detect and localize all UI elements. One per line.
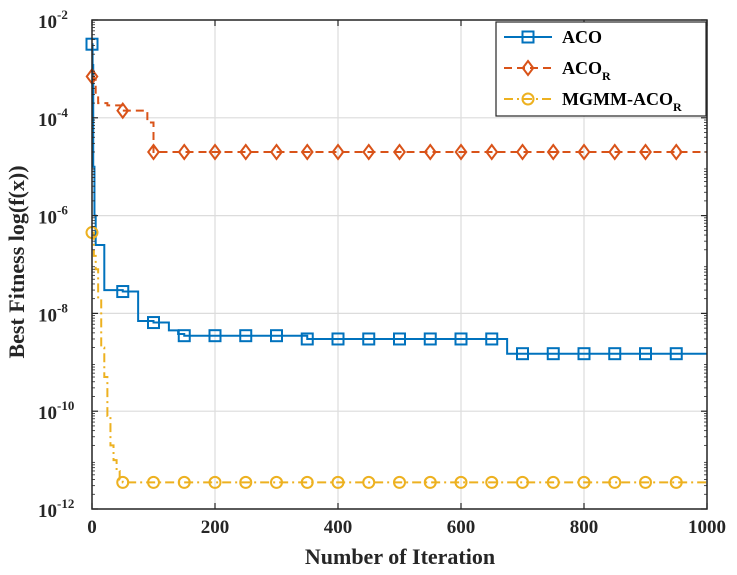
square-marker [208, 329, 222, 343]
circle-marker [208, 475, 222, 489]
y-tick-label: 10-4 [38, 105, 68, 131]
square-marker [393, 332, 406, 346]
diamond-marker [639, 143, 652, 161]
circle-marker [423, 475, 437, 489]
circle-marker [454, 475, 468, 489]
diamond-marker [608, 143, 622, 161]
square-marker [521, 30, 535, 44]
square-marker [639, 347, 652, 361]
square-marker [669, 347, 683, 361]
square-marker [239, 329, 253, 343]
square-marker [147, 316, 160, 330]
diamond-marker [331, 143, 345, 161]
diamond-marker [300, 143, 314, 161]
square-marker [177, 329, 191, 343]
circle-marker [516, 475, 529, 489]
diamond-marker [454, 143, 468, 161]
diamond-marker [423, 143, 437, 161]
square-marker [300, 332, 314, 346]
legend: ACO ACOR MGMM-ACOR [495, 21, 707, 117]
legend-label: MGMM-ACOR [562, 89, 682, 114]
diamond-marker [362, 143, 376, 161]
x-tick-label: 200 [201, 517, 230, 538]
circle-marker [669, 475, 683, 489]
y-tick-label: 10-6 [38, 203, 68, 229]
diamond-marker [208, 143, 222, 161]
diamond-marker [270, 143, 283, 161]
diamond-marker [546, 143, 560, 161]
diamond-marker [147, 143, 160, 161]
x-tick-label: 600 [447, 517, 476, 538]
square-marker [577, 347, 591, 361]
diamond-marker [485, 143, 499, 161]
circle-marker [270, 475, 283, 489]
series-line [91, 43, 707, 355]
series-aco [85, 37, 707, 361]
diamond-marker [669, 143, 683, 161]
square-marker [423, 332, 437, 346]
y-tick-label: 10-2 [38, 7, 68, 33]
legend-label: ACOR [562, 58, 611, 83]
circle-marker [546, 475, 560, 489]
square-marker [331, 332, 345, 346]
circle-marker [608, 475, 622, 489]
circle-marker [485, 475, 499, 489]
x-tick-label: 1000 [688, 517, 726, 538]
x-tick-label: 0 [87, 517, 97, 538]
square-marker [362, 332, 376, 346]
circle-marker [331, 475, 345, 489]
x-tick-label: 800 [570, 517, 599, 538]
diamond-marker [177, 143, 191, 161]
diamond-marker [516, 143, 529, 161]
square-marker [485, 332, 499, 346]
circle-marker [239, 475, 253, 489]
circle-marker [521, 92, 535, 106]
square-marker [116, 285, 130, 299]
x-tick-label: 400 [324, 517, 353, 538]
grid-lines [91, 19, 708, 510]
y-tick-label: 10-10 [38, 398, 74, 424]
y-axis-title: Best Fitness log(f(x)) [4, 165, 29, 358]
diamond-marker [116, 101, 130, 120]
diamond-marker [577, 143, 591, 161]
square-marker [454, 332, 468, 346]
circle-marker [577, 475, 591, 489]
square-marker [270, 329, 283, 343]
x-axis-title: Number of Iteration [305, 544, 495, 569]
circle-marker [362, 475, 376, 489]
circle-marker [177, 475, 191, 489]
circle-marker [300, 475, 314, 489]
circle-marker [147, 475, 160, 489]
diamond-marker [521, 59, 535, 77]
tick-labels: 0 200 400 600 800 1000 10-12 10-10 10-8 10-6 10-4 1… [38, 7, 726, 538]
series-mgmm-aco-r [85, 226, 707, 489]
axes [91, 19, 708, 510]
circle-marker [393, 475, 406, 489]
series-line [92, 231, 707, 484]
diamond-marker [239, 143, 253, 161]
square-marker [516, 347, 529, 361]
circle-marker [116, 475, 130, 489]
plot-frame [91, 19, 708, 510]
circle-marker [639, 475, 652, 489]
square-marker [608, 347, 622, 361]
y-tick-label: 10-12 [38, 496, 74, 522]
square-marker [546, 347, 560, 361]
y-tick-label: 10-8 [38, 300, 68, 326]
legend-label: ACO [562, 27, 602, 47]
diamond-marker [393, 143, 406, 161]
